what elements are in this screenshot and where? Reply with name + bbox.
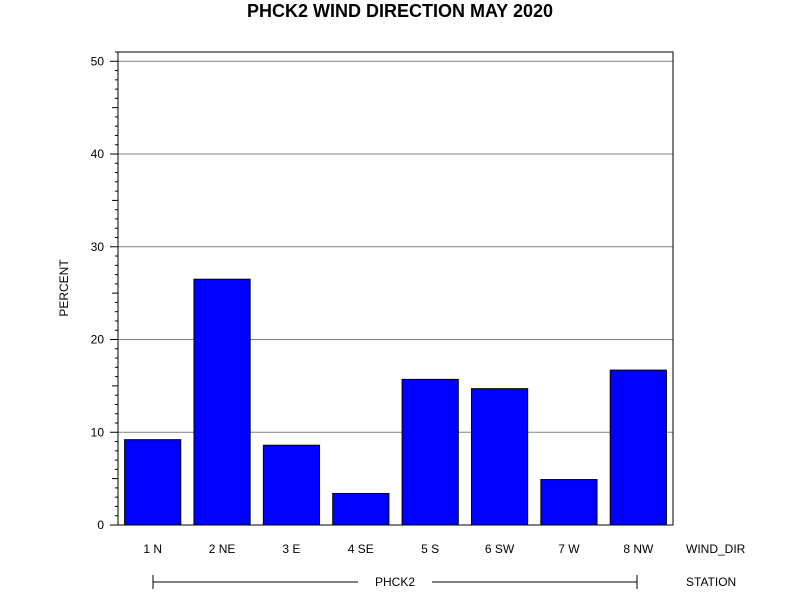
station-axis-label: STATION: [686, 575, 736, 589]
y-tick-label: 30: [91, 240, 105, 254]
x-axis-tick-labels: 1 N 2 NE 3 E 4 SE 5 S 6 SW 7 W 8 NW: [143, 542, 654, 556]
bar: [262, 444, 321, 526]
x-tick-label: 1 N: [143, 542, 162, 556]
y-axis: 0 10 20 30 40 50: [91, 51, 118, 532]
bars: [124, 278, 667, 526]
y-axis-label: PERCENT: [57, 259, 71, 317]
bar: [401, 378, 459, 526]
bar: [193, 278, 251, 526]
y-tick-label: 50: [91, 54, 105, 68]
x-tick-label: 7 W: [558, 542, 580, 556]
station-group-bracket: PHCK2: [152, 575, 638, 589]
x-tick-label: 3 E: [282, 542, 300, 556]
y-tick-label: 0: [97, 518, 104, 532]
bar: [470, 388, 529, 526]
x-tick-label: 2 NE: [209, 542, 236, 556]
y-tick-label: 10: [91, 425, 105, 439]
chart-title: PHCK2 WIND DIRECTION MAY 2020: [247, 1, 553, 21]
bar: [609, 369, 667, 526]
x-axis-label: WIND_DIR: [686, 542, 746, 556]
x-tick-label: 8 NW: [623, 542, 654, 556]
bar: [124, 439, 182, 526]
x-tick-label: 4 SE: [348, 542, 374, 556]
bar: [540, 479, 598, 526]
plot-frame: [117, 51, 674, 526]
bar: [332, 492, 390, 526]
station-group-label: PHCK2: [375, 575, 415, 589]
x-tick-label: 5 S: [421, 542, 439, 556]
y-tick-label: 20: [91, 333, 105, 347]
y-tick-label: 40: [91, 147, 105, 161]
x-tick-label: 6 SW: [485, 542, 515, 556]
